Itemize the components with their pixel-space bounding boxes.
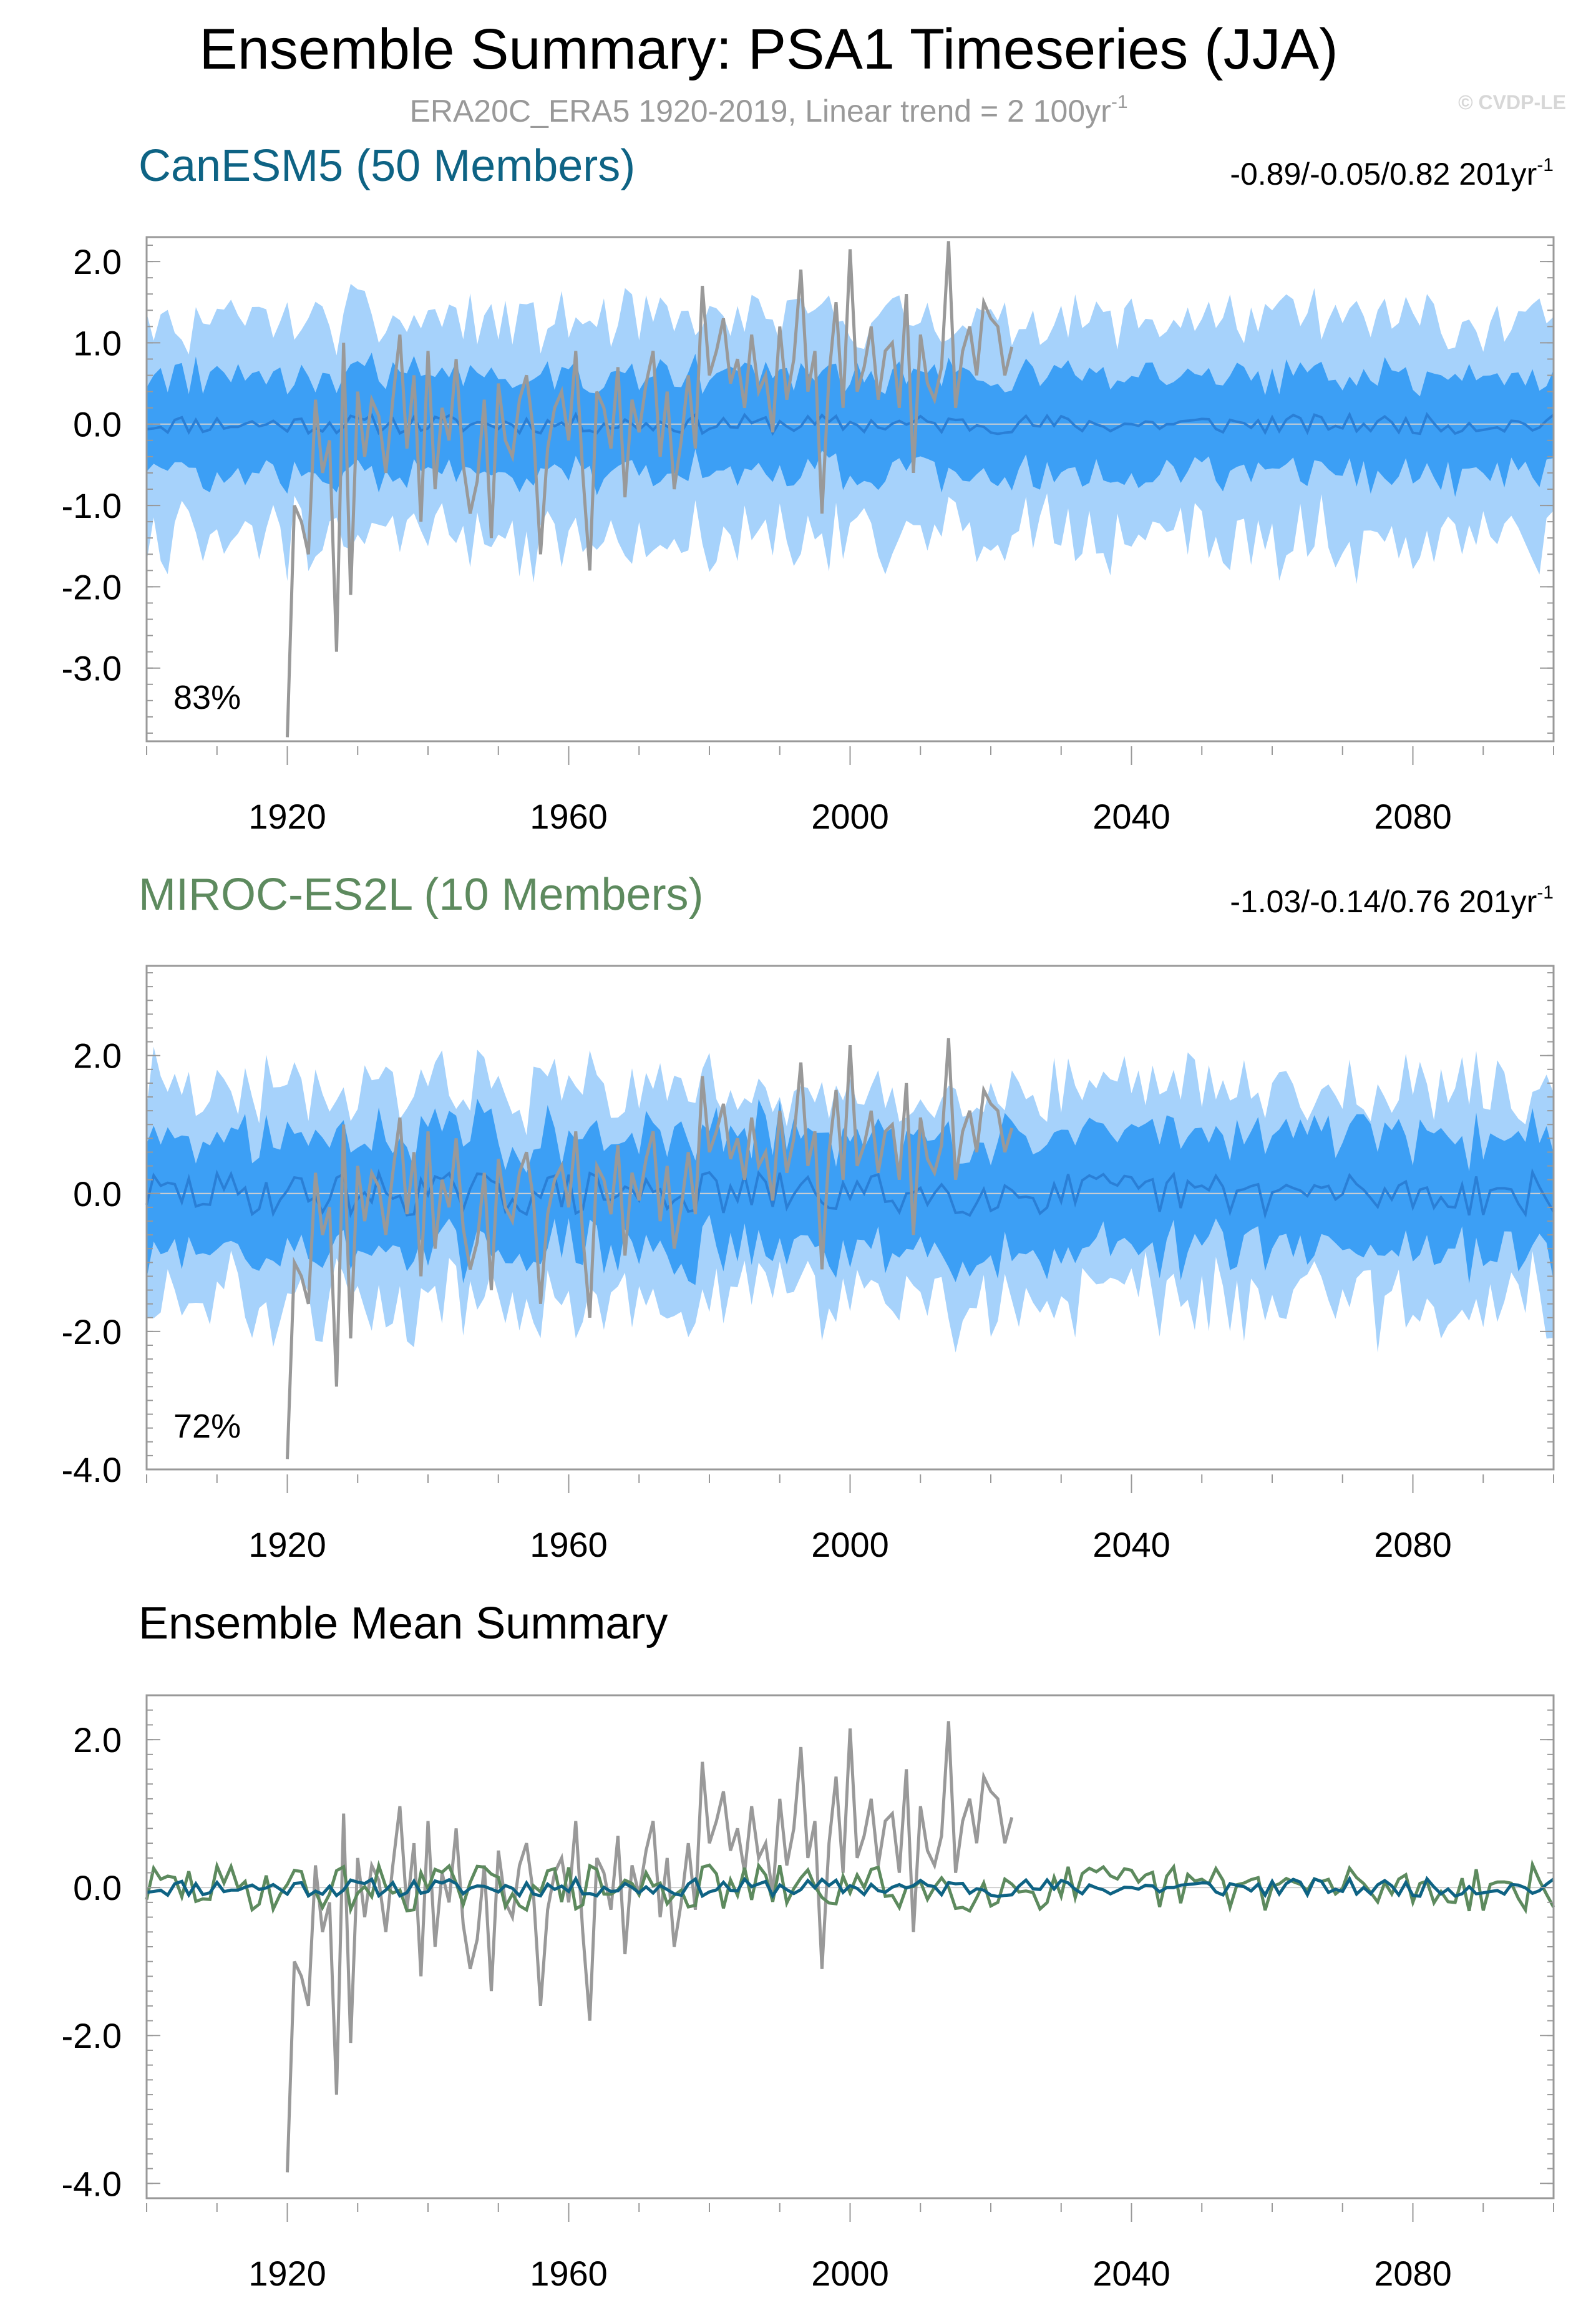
plot-area-ensemble-mean: 2.0 0.0 -2.0 -4.0 1920 1960 2000 2040 2080	[62, 1694, 1555, 2293]
observed-series-line	[286, 1721, 1014, 2173]
trend-stats-canesm5: -0.89/-0.05/0.82 201yr-1	[1230, 155, 1554, 192]
y-tick-label: -2.0	[62, 1312, 122, 1351]
trend-stats-miroc-es2l-text: -1.03/-0.14/0.76 201yr	[1230, 884, 1537, 919]
figure-subtitle: ERA20C_ERA5 1920-2019, Linear trend = 2 …	[409, 92, 1127, 129]
observed-series-line	[286, 1038, 1014, 1459]
y-tick-label: 2.0	[73, 1036, 122, 1076]
watermark: © CVDP-LE	[1458, 91, 1566, 114]
x-tick-label: 2040	[1092, 1525, 1170, 1564]
x-tick-label: 2080	[1374, 797, 1452, 836]
y-tick-label: -3.0	[62, 649, 122, 688]
panel-title-canesm5: CanESM5 (50 Members)	[139, 141, 635, 191]
plot-area-miroc-es2l: 2.0 0.0 -2.0 -4.0 1920 1960 2000 2040 2080	[62, 965, 1555, 1564]
ensemble-range-inner-band	[147, 1098, 1554, 1285]
x-tick-label: 1960	[530, 2254, 608, 2293]
x-tick-label: 2000	[811, 1525, 889, 1564]
figure-title: Ensemble Summary: PSA1 Timeseries (JJA)	[199, 17, 1338, 81]
plot-frame	[145, 1694, 1555, 2199]
panel-miroc-es2l: MIROC-ES2L (10 Members) -1.03/-0.14/0.76…	[62, 870, 1555, 1564]
y-tick-label: -4.0	[62, 2164, 122, 2203]
y-tick-label: 1.0	[73, 323, 122, 363]
figure-subtitle-sup: -1	[1111, 92, 1128, 112]
x-tick-label: 2040	[1092, 797, 1170, 836]
panel-title-miroc-es2l: MIROC-ES2L (10 Members)	[139, 870, 704, 920]
x-tick-label: 2000	[811, 2254, 889, 2293]
x-tick-label: 2040	[1092, 2254, 1170, 2293]
x-tick-label: 2080	[1374, 2254, 1452, 2293]
observed-series-line	[286, 241, 1014, 738]
trend-stats-miroc-es2l: -1.03/-0.14/0.76 201yr-1	[1230, 882, 1554, 919]
y-tick-label: 0.0	[73, 405, 122, 444]
plot-frame	[145, 965, 1555, 1471]
plot-area-canesm5: 2.0 1.0 0.0 -1.0 -2.0 -3.0 1920 1960 2000 2040 208…	[62, 236, 1555, 836]
percent-within-canesm5: 83%	[173, 679, 241, 716]
x-tick-label: 1920	[248, 2254, 326, 2293]
y-tick-label: -4.0	[62, 1450, 122, 1489]
trend-stats-miroc-es2l-sup: -1	[1537, 882, 1554, 903]
ensemble-mean-line	[145, 1167, 1555, 1220]
x-tick-label: 2000	[811, 797, 889, 836]
x-tick-label: 1920	[248, 797, 326, 836]
y-tick-label: 2.0	[73, 242, 122, 281]
y-tick-label: 0.0	[73, 1174, 122, 1214]
panel-ensemble-mean: Ensemble Mean Summary 2.0 0.0 -2.0 -4.0 1920…	[62, 1599, 1555, 2293]
x-tick-label: 1960	[530, 797, 608, 836]
x-tick-label: 1920	[248, 1525, 326, 1564]
y-tick-label: -2.0	[62, 567, 122, 606]
panel-canesm5: CanESM5 (50 Members) -0.89/-0.05/0.82 20…	[62, 141, 1555, 836]
trend-stats-canesm5-text: -0.89/-0.05/0.82 201yr	[1230, 157, 1537, 192]
y-tick-label: 2.0	[73, 1720, 122, 1760]
x-tick-label: 2080	[1374, 1525, 1452, 1564]
y-tick-label: -2.0	[62, 2016, 122, 2055]
x-tick-label: 1960	[530, 1525, 608, 1564]
trend-stats-canesm5-sup: -1	[1537, 155, 1554, 175]
canesm5-mean-line	[146, 1875, 1555, 1899]
percent-within-miroc-es2l: 72%	[173, 1408, 241, 1445]
panel-title-ensemble-mean: Ensemble Mean Summary	[139, 1599, 668, 1648]
figure-subtitle-text: ERA20C_ERA5 1920-2019, Linear trend = 2 …	[409, 94, 1111, 129]
y-tick-label: 0.0	[73, 1868, 122, 1907]
y-tick-label: -1.0	[62, 486, 122, 525]
